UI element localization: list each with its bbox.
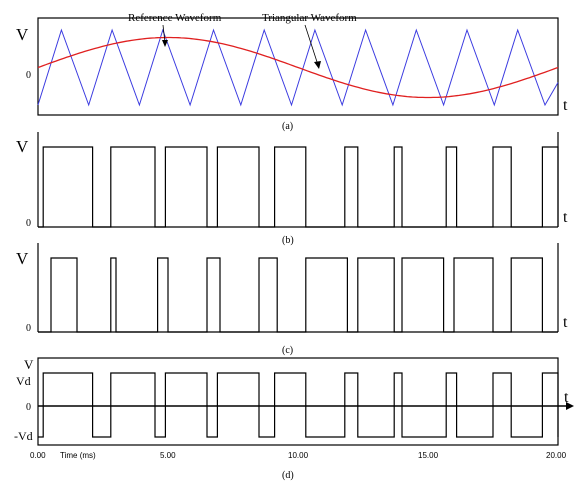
x-tick-15: 15.00 (418, 451, 439, 460)
panel-b-zero-label: 0 (26, 218, 31, 229)
panel-c-t-label: t (563, 314, 568, 331)
panel-c: V 0 t (c) (16, 243, 568, 356)
reference-arrowhead (162, 40, 168, 47)
triangular-annotation-arrow (304, 24, 319, 66)
panel-b: V 0 t (b) (16, 132, 568, 246)
panel-c-y-label: V (16, 249, 29, 268)
reference-waveform (37, 36, 559, 99)
panel-d-y-label: V (24, 357, 34, 372)
panel-a-t-label: t (563, 97, 568, 114)
panel-a-caption: (a) (282, 121, 293, 132)
panel-a-y-label: V (16, 25, 29, 44)
panel-a-frame (37, 17, 559, 116)
panel-b-t-label: t (563, 209, 568, 226)
panel-b-y-label: V (16, 137, 29, 156)
triangular-waveform (37, 28, 559, 107)
panel-a: Reference Waveform Triangular Waveform V… (16, 12, 568, 132)
x-tick-10: 10.00 (288, 451, 309, 460)
reference-waveform-label: Reference Waveform (128, 12, 222, 24)
panel-a-zero-label: 0 (26, 70, 31, 81)
panel-d-frame (37, 357, 559, 446)
panel-d-axis-arrowhead (566, 402, 574, 410)
triangular-arrowhead (314, 61, 321, 69)
panel-b-caption: (b) (282, 235, 294, 246)
triangular-waveform-label: Triangular Waveform (262, 12, 357, 24)
panel-d: V Vd 0 -Vd t 0.00 Time (ms) 5.00 10.00 1… (14, 357, 574, 481)
gate-signal-c (38, 257, 558, 333)
panel-d-neg-vd-label: -Vd (14, 429, 33, 443)
panel-d-zero-label: 0 (26, 402, 31, 413)
panel-d-caption: (d) (282, 470, 294, 481)
x-tick-20: 20.00 (546, 451, 567, 460)
gate-signal-b (38, 146, 559, 228)
panel-d-t-label: t (564, 389, 569, 406)
output-voltage-d (38, 372, 559, 438)
x-tick-5: 5.00 (160, 451, 176, 460)
panel-c-caption: (c) (282, 345, 293, 356)
panel-d-vd-label: Vd (16, 374, 31, 388)
panel-c-zero-label: 0 (26, 323, 31, 334)
x-axis-label: Time (ms) (60, 451, 96, 460)
x-tick-0: 0.00 (30, 451, 46, 460)
